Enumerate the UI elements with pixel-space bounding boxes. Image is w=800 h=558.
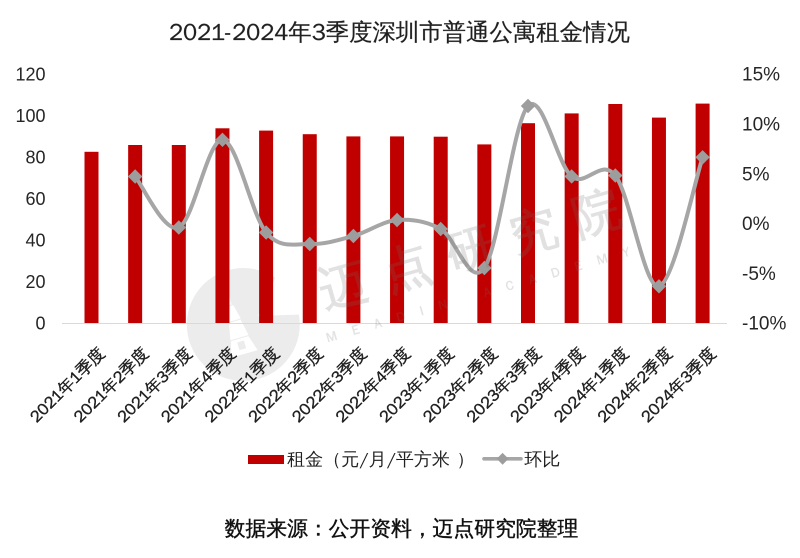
svg-text:10%: 10%	[742, 114, 780, 135]
svg-text:120: 120	[15, 64, 45, 84]
svg-text:0: 0	[35, 313, 45, 333]
svg-text:-5%: -5%	[742, 264, 776, 285]
svg-text:0%: 0%	[742, 214, 770, 235]
svg-text:60: 60	[25, 189, 45, 209]
svg-text:5%: 5%	[742, 164, 770, 185]
svg-text:80: 80	[25, 147, 45, 167]
svg-text:100: 100	[15, 106, 45, 126]
svg-text:40: 40	[25, 230, 45, 250]
svg-text:15%: 15%	[742, 65, 780, 86]
svg-text:20: 20	[25, 272, 45, 292]
svg-text:-10%: -10%	[742, 314, 786, 335]
